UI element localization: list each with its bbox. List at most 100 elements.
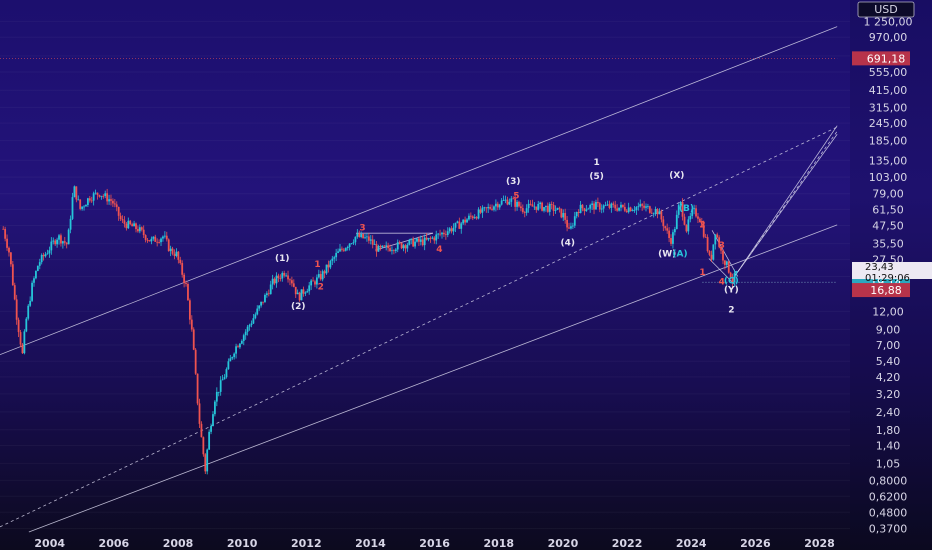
candle-body (564, 213, 567, 220)
candle-body (223, 377, 226, 380)
candle-body (558, 207, 561, 209)
candle-body (275, 275, 278, 284)
price-tick-label: 79,00 (872, 188, 904, 201)
candle-body (58, 235, 60, 240)
candle-body (672, 232, 674, 244)
candle-body (300, 289, 303, 301)
candle-body (483, 207, 486, 209)
wave-label: 5 (513, 192, 519, 202)
current-price: 23,43 (865, 262, 894, 273)
channel-lines (0, 26, 838, 533)
candle-body (560, 208, 563, 218)
price-tick-label: 0,6200 (869, 490, 908, 503)
candle-body (179, 259, 182, 264)
candle-body (177, 251, 180, 260)
candle-body (239, 343, 241, 348)
candle-body (452, 227, 455, 232)
candle-body (475, 217, 478, 219)
candle-body (704, 236, 707, 238)
candle-body (429, 237, 432, 239)
candle-body (256, 308, 259, 315)
wave-label: (A) (672, 249, 687, 259)
candle-body (471, 216, 474, 219)
candle-body (722, 250, 724, 261)
candle-body (63, 241, 66, 243)
price-tick-label: 1,05 (876, 457, 901, 470)
candle-body (71, 197, 74, 219)
candle-body (83, 206, 85, 208)
candle-body (316, 277, 318, 285)
candle-body (13, 285, 16, 300)
candle-body (287, 275, 289, 280)
candle-body (290, 280, 293, 284)
candle-body (60, 235, 62, 244)
candle-body (356, 233, 359, 237)
candle-body (163, 235, 166, 237)
candle-body (258, 305, 261, 309)
candle-body (29, 300, 32, 306)
candle-body (616, 208, 619, 211)
candle-body (217, 391, 220, 393)
time-tick-label: 2006 (99, 537, 130, 550)
candle-body (169, 248, 172, 252)
wave-label: 3 (719, 241, 725, 251)
wedge-bottom (708, 258, 735, 285)
candle-body (337, 251, 339, 253)
candle-body (391, 250, 393, 252)
candle-body (73, 186, 76, 198)
candle-body (264, 294, 266, 303)
candle-body (4, 228, 7, 239)
price-tick-label: 35,50 (872, 238, 904, 251)
candle-body (585, 209, 588, 212)
candle-body (162, 236, 164, 239)
candle-body (150, 238, 153, 242)
candle-body (412, 238, 415, 247)
candle-body (591, 203, 594, 205)
candle-body (200, 423, 203, 438)
wave-label: (Y) (724, 285, 739, 295)
candle-body (664, 226, 667, 229)
candle-body (516, 201, 518, 207)
candle-body (106, 193, 109, 202)
candle-body (21, 344, 24, 354)
candle-body (537, 203, 540, 210)
candle-body (102, 195, 105, 197)
candle-body (94, 192, 97, 194)
candle-body (254, 314, 257, 319)
chart-grid (0, 20, 850, 530)
candle-body (23, 331, 26, 354)
candle-body (298, 292, 301, 301)
candle-body (720, 246, 722, 251)
candle-body (38, 262, 41, 266)
candle-body (125, 223, 128, 229)
price-badge-bg (852, 51, 910, 66)
candle-body (148, 240, 151, 242)
candle-body (550, 204, 553, 205)
candle-body (562, 213, 565, 218)
price-tick-label: 7,00 (876, 339, 901, 352)
candle-body (531, 204, 534, 207)
candle-body (44, 254, 47, 257)
time-tick-label: 2028 (804, 537, 835, 550)
price-tick-label: 135,00 (869, 154, 908, 167)
price-tick-label: 61,50 (872, 203, 904, 216)
candle-body (479, 209, 482, 213)
candle-body (587, 208, 590, 210)
candle-body (281, 272, 284, 279)
candle-body (641, 204, 644, 206)
candle-body (458, 221, 461, 229)
wave-label: (X) (669, 171, 684, 181)
candle-body (714, 234, 717, 245)
candle-body (341, 248, 343, 250)
candle-body (504, 199, 507, 201)
candle-body (648, 206, 651, 213)
candle-body (568, 227, 570, 229)
candle-body (419, 239, 422, 242)
candle-body (108, 199, 110, 202)
candle-body (546, 205, 549, 212)
candle-body (627, 207, 630, 213)
candle-body (460, 223, 463, 229)
projection-3 (734, 133, 838, 277)
